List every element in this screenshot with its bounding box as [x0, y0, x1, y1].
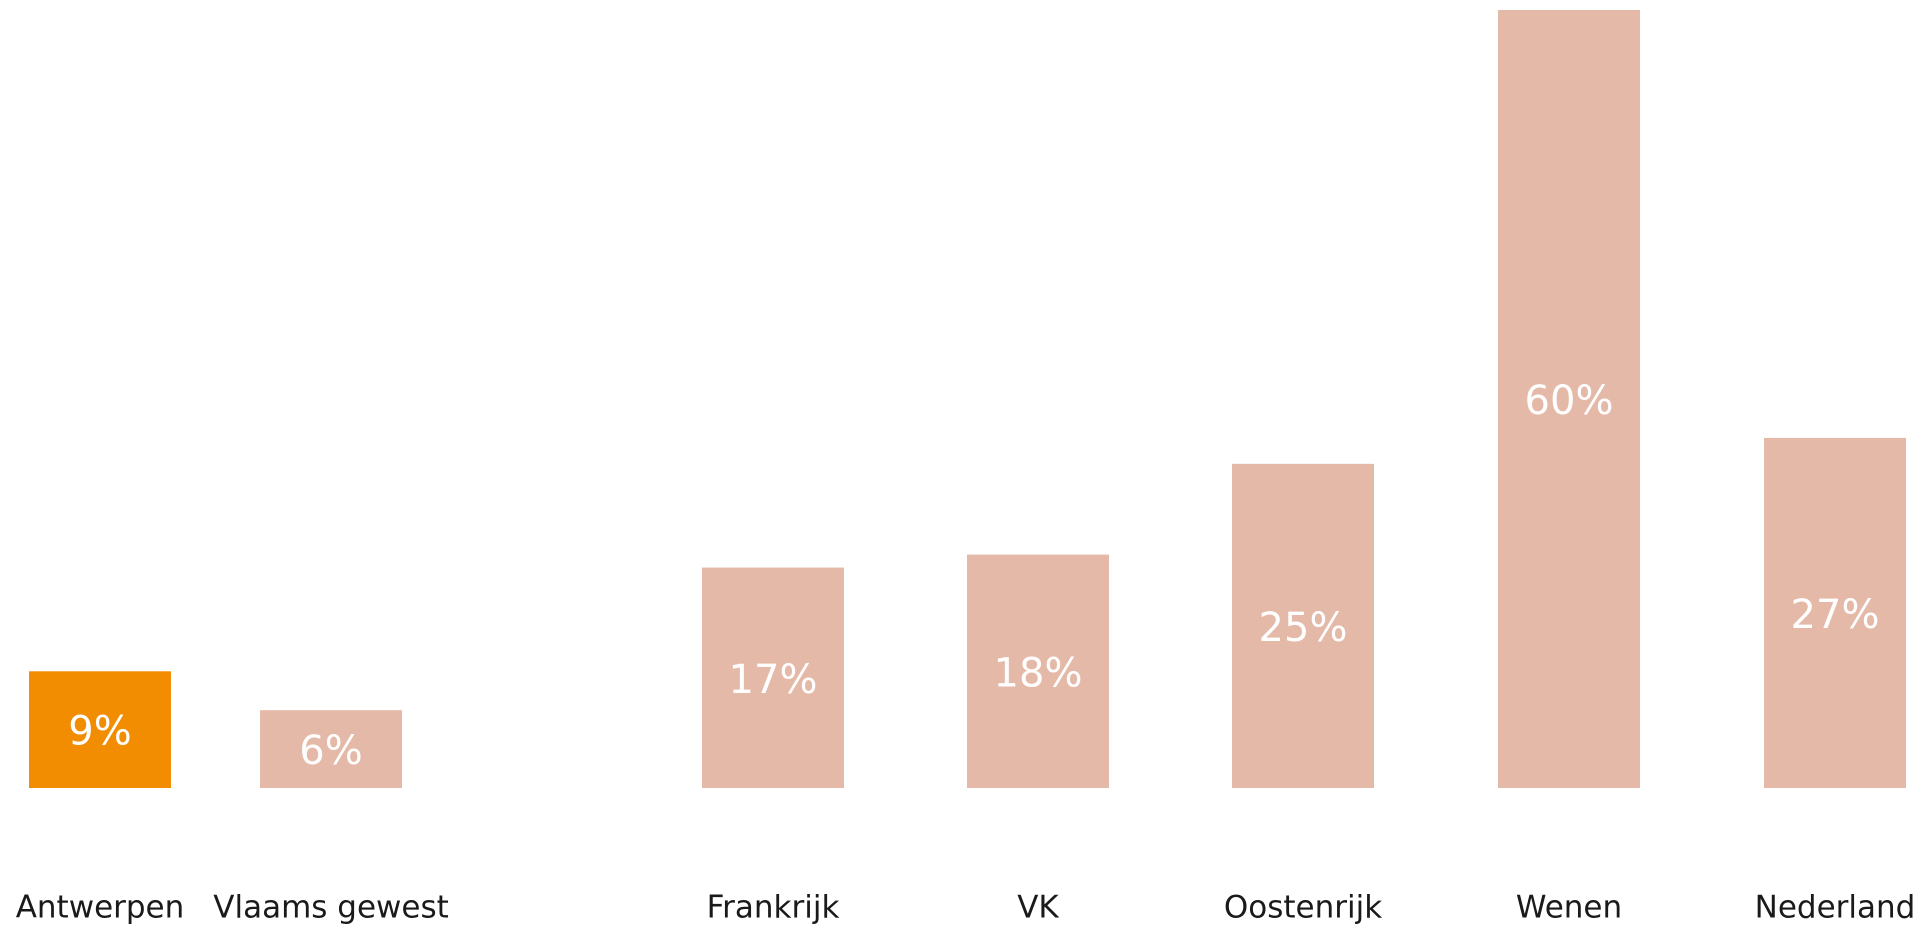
x-tick-label: VK	[1017, 890, 1059, 926]
value-label: 9%	[68, 709, 131, 755]
bar	[29, 671, 171, 788]
bar	[702, 567, 844, 788]
x-tick-label: Wenen	[1516, 890, 1622, 926]
value-label: 18%	[994, 650, 1083, 696]
bar	[967, 554, 1109, 788]
bar	[260, 710, 402, 788]
value-label: 17%	[729, 657, 818, 703]
value-label: 25%	[1259, 605, 1348, 651]
value-label: 27%	[1791, 592, 1880, 638]
x-tick-label: Vlaams gewest	[213, 890, 449, 926]
x-tick-label: Antwerpen	[16, 890, 185, 926]
bar	[1232, 463, 1374, 788]
x-tick-label: Nederland	[1755, 890, 1916, 926]
x-tick-label: Oostenrijk	[1224, 890, 1382, 926]
bar	[1498, 10, 1640, 788]
x-tick-label: Frankrijk	[707, 890, 840, 926]
value-label: 6%	[299, 728, 362, 774]
bar	[1764, 437, 1906, 788]
value-label: 60%	[1525, 378, 1614, 424]
